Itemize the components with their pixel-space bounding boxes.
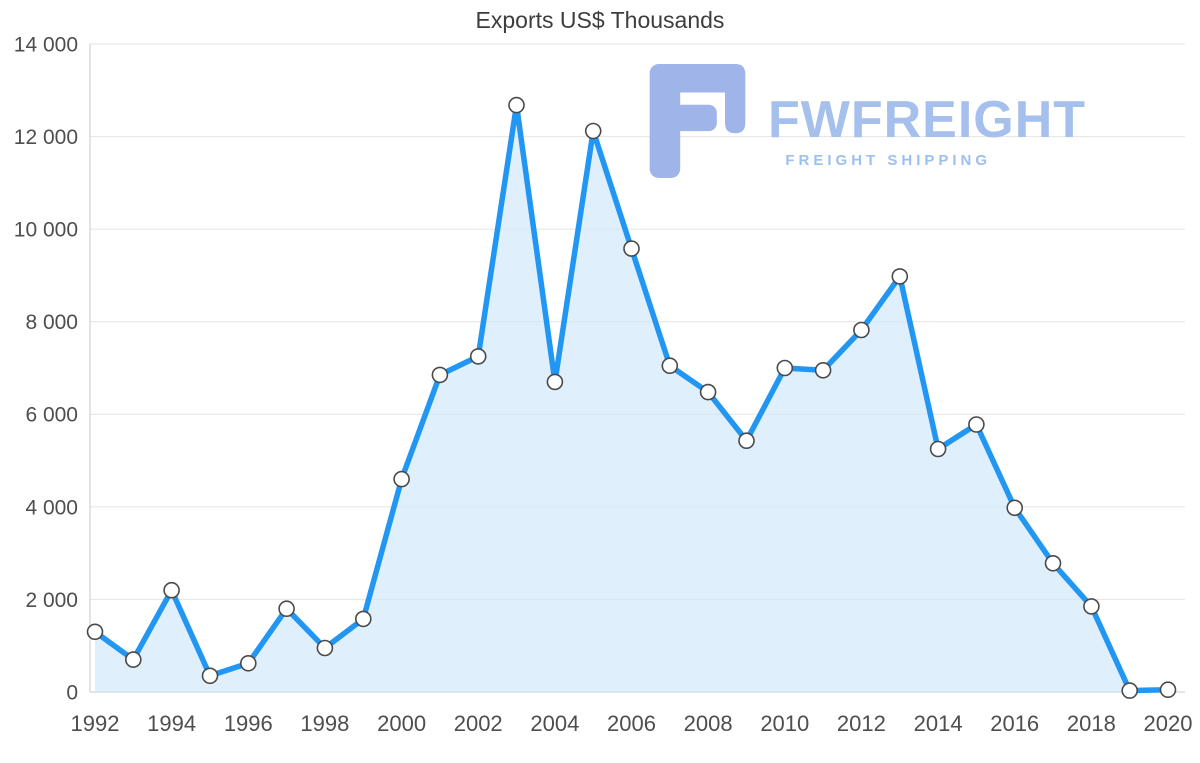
x-tick-label: 2014: [914, 711, 963, 736]
data-point-marker: [699, 383, 717, 401]
y-tick-label: 2 000: [25, 589, 78, 612]
series-area-fill: [95, 105, 1168, 693]
x-tick-label: 1996: [224, 711, 273, 736]
data-point-marker: [546, 373, 564, 391]
data-point-marker: [469, 348, 487, 365]
data-point-marker: [776, 359, 794, 377]
data-point-marker: [1121, 682, 1138, 699]
x-tick-label: 2000: [377, 711, 426, 736]
data-point-marker: [1044, 554, 1062, 572]
x-tick-label: 2002: [454, 711, 503, 736]
data-point-marker: [163, 581, 180, 599]
data-point-marker: [86, 623, 104, 641]
data-point-marker: [661, 357, 679, 375]
data-point-marker: [1159, 681, 1177, 699]
x-tick-label: 2018: [1067, 711, 1116, 736]
y-tick-label: 4 000: [25, 496, 78, 519]
y-tick-label: 6 000: [25, 404, 78, 427]
data-point-marker: [201, 667, 219, 685]
data-point-marker: [431, 366, 449, 384]
data-point-marker: [508, 96, 525, 114]
y-tick-label: 10 000: [14, 218, 78, 241]
data-point-marker: [584, 122, 602, 140]
data-point-marker: [968, 416, 985, 433]
data-point-marker: [316, 639, 334, 657]
data-point-marker: [240, 654, 257, 672]
y-tick-label: 14 000: [14, 33, 78, 56]
chart-title: Exports US$ Thousands: [475, 7, 725, 33]
x-tick-label: 2020: [1144, 711, 1193, 736]
y-tick-label: 0: [66, 681, 78, 704]
data-point-marker: [1006, 499, 1024, 517]
x-tick-label: 2004: [530, 711, 579, 736]
data-point-marker: [814, 361, 832, 379]
x-tick-label: 2006: [607, 711, 656, 736]
data-point-marker: [393, 470, 410, 488]
data-point-marker: [738, 432, 755, 450]
x-tick-label: 2016: [990, 711, 1039, 736]
data-point-marker: [853, 321, 870, 339]
y-tick-label: 8 000: [25, 311, 78, 334]
x-tick-label: 2008: [684, 711, 733, 736]
x-tick-label: 2012: [837, 711, 886, 736]
data-point-marker: [354, 610, 372, 628]
data-point-marker: [1083, 598, 1100, 615]
data-point-marker: [125, 651, 142, 668]
x-tick-label: 1992: [71, 711, 120, 736]
x-tick-label: 1998: [300, 711, 349, 736]
data-point-marker: [929, 440, 947, 458]
y-tick-label: 12 000: [14, 126, 78, 149]
data-point-marker: [623, 240, 640, 257]
x-tick-label: 1994: [147, 711, 196, 736]
data-point-marker: [891, 268, 909, 285]
data-point-marker: [278, 600, 295, 618]
x-tick-label: 2010: [760, 711, 809, 736]
